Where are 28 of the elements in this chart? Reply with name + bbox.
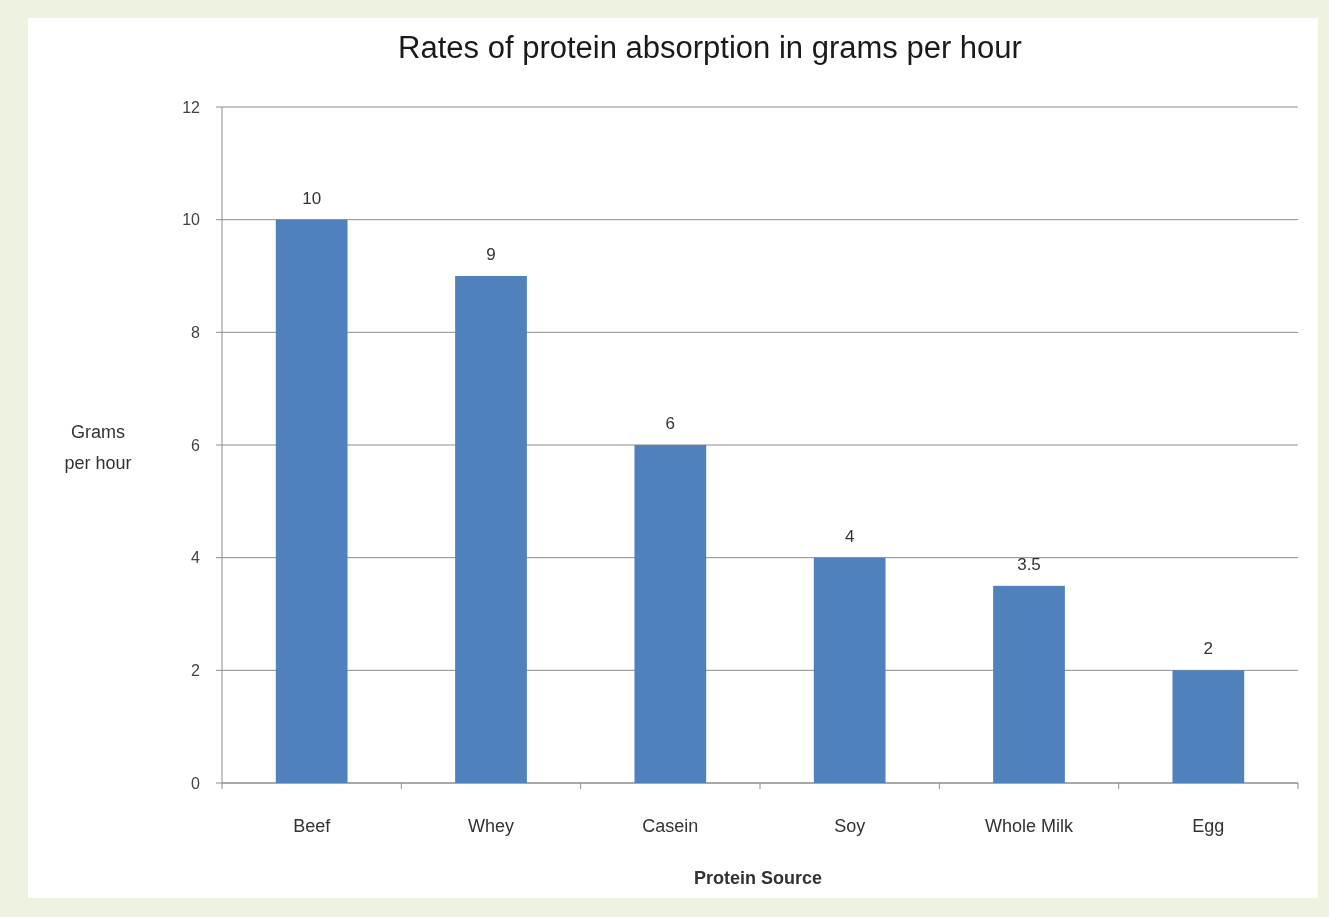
data-label: 6	[665, 414, 676, 433]
x-tick-label: Egg	[1192, 816, 1225, 836]
data-label: 3.5	[1017, 554, 1041, 574]
x-tick-label: Beef	[293, 816, 332, 836]
y-tick-label: 12	[182, 98, 201, 116]
bar	[1172, 670, 1245, 783]
x-tick-label: Whole Milk	[984, 816, 1075, 836]
y-tick-label: 6	[191, 436, 201, 454]
bar	[813, 557, 886, 783]
x-axis-title: Protein Source	[693, 868, 823, 888]
y-tick-label: 2	[191, 661, 201, 679]
y-axis-title: Grams per hour	[64, 422, 132, 473]
bar	[993, 585, 1065, 783]
x-tick-label: Casein	[642, 816, 699, 836]
data-label: 9	[486, 245, 496, 264]
chart-title: Rates of protein absorption in grams per hour	[398, 30, 1022, 65]
x-tick-label: Soy	[834, 816, 866, 836]
y-tick-label: 0	[191, 774, 201, 792]
x-tick-label: Whey	[467, 816, 515, 836]
bar	[455, 276, 527, 783]
y-tick-label: 10	[182, 211, 201, 229]
y-tick-label: 4	[191, 549, 201, 567]
bar	[275, 219, 348, 783]
y-tick-label: 8	[191, 323, 201, 341]
bar	[634, 445, 707, 783]
data-label: 2	[1203, 639, 1214, 659]
data-label: 10	[302, 188, 322, 208]
data-label: 4	[844, 526, 855, 546]
